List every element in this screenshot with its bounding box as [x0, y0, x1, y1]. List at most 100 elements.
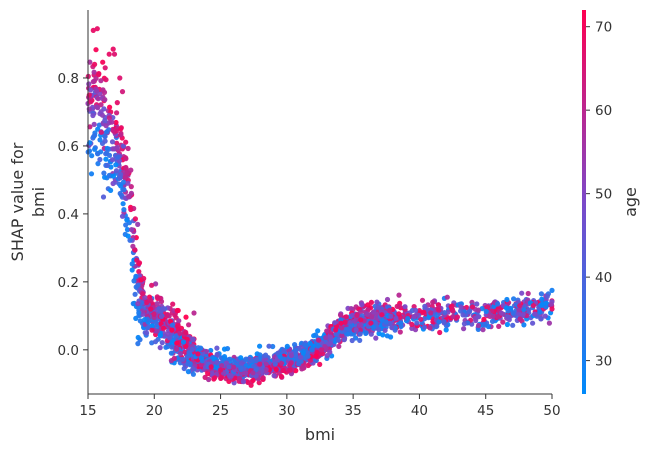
data-point	[102, 174, 108, 180]
y-tick-label: 0.6	[58, 139, 79, 155]
data-point	[353, 327, 359, 333]
data-point	[94, 88, 100, 94]
data-point	[436, 319, 442, 325]
data-point	[91, 121, 97, 127]
data-point	[413, 307, 419, 313]
data-point	[97, 137, 103, 143]
data-point	[348, 323, 354, 329]
data-point	[113, 168, 120, 174]
data-point	[315, 343, 321, 349]
data-point	[489, 318, 496, 324]
data-point	[114, 145, 120, 151]
data-point	[129, 267, 135, 273]
data-point	[102, 97, 108, 103]
data-point	[369, 314, 375, 320]
data-point	[113, 119, 119, 126]
data-point	[174, 346, 180, 352]
data-point	[135, 341, 141, 347]
data-point	[263, 366, 269, 373]
data-point	[88, 87, 94, 93]
data-point	[149, 282, 155, 288]
data-point	[218, 367, 224, 373]
data-point	[382, 327, 388, 333]
data-point	[341, 337, 347, 343]
data-point	[135, 334, 141, 341]
data-point	[398, 320, 404, 326]
data-point	[101, 89, 108, 95]
data-point	[102, 118, 108, 124]
data-point	[365, 311, 371, 317]
data-point	[510, 296, 517, 302]
y-axis-title-line-1: SHAP value for	[8, 142, 27, 261]
data-point	[519, 290, 525, 296]
data-point	[183, 329, 189, 335]
data-point	[132, 216, 138, 222]
data-point	[136, 310, 142, 316]
data-point	[343, 314, 349, 320]
data-point	[189, 346, 195, 352]
data-point	[521, 322, 527, 328]
data-point	[365, 302, 371, 308]
data-point	[89, 153, 95, 159]
data-point	[153, 281, 159, 287]
data-point	[157, 345, 163, 351]
data-point	[128, 184, 134, 190]
data-point	[120, 201, 126, 207]
data-point	[176, 318, 182, 324]
data-point	[103, 123, 109, 129]
data-point	[311, 333, 317, 339]
data-point	[292, 342, 298, 348]
data-point	[323, 335, 329, 341]
colorbar-tick-label: 70	[595, 20, 612, 36]
data-point	[293, 368, 299, 374]
data-point	[198, 355, 204, 361]
data-point	[187, 362, 193, 368]
data-point	[153, 319, 159, 325]
data-point	[151, 311, 157, 317]
data-point	[500, 319, 506, 325]
data-point	[163, 344, 169, 350]
data-point	[495, 314, 501, 320]
data-point	[142, 317, 148, 323]
data-point	[287, 367, 293, 373]
data-point	[393, 315, 399, 322]
data-point	[359, 302, 365, 308]
data-point	[165, 331, 171, 337]
data-point	[539, 296, 545, 302]
data-point	[141, 275, 147, 282]
data-point	[496, 323, 502, 329]
data-point	[350, 331, 357, 337]
data-point	[93, 47, 99, 53]
data-point	[339, 332, 345, 339]
data-point	[101, 170, 107, 176]
data-point	[159, 340, 165, 346]
data-point	[517, 303, 523, 309]
data-point	[287, 362, 293, 368]
data-points	[85, 26, 555, 388]
data-point	[171, 355, 177, 361]
data-point	[412, 327, 419, 333]
data-point	[125, 145, 131, 152]
data-point	[158, 313, 165, 319]
data-point	[475, 307, 481, 313]
data-point	[191, 310, 197, 316]
data-point	[127, 237, 133, 243]
data-point	[441, 319, 447, 325]
data-point	[104, 162, 111, 168]
data-point	[317, 361, 323, 367]
data-point	[450, 313, 456, 320]
data-point	[119, 89, 126, 95]
data-point	[114, 100, 120, 106]
data-point	[506, 317, 512, 323]
data-point	[109, 119, 115, 125]
data-point	[88, 171, 95, 177]
data-point	[421, 309, 427, 315]
data-point	[106, 51, 112, 57]
data-point	[228, 373, 234, 379]
data-point	[88, 99, 94, 105]
data-point	[357, 327, 363, 333]
colorbar	[582, 10, 586, 394]
data-point	[181, 365, 187, 372]
data-point	[100, 59, 106, 65]
data-point	[108, 187, 114, 193]
